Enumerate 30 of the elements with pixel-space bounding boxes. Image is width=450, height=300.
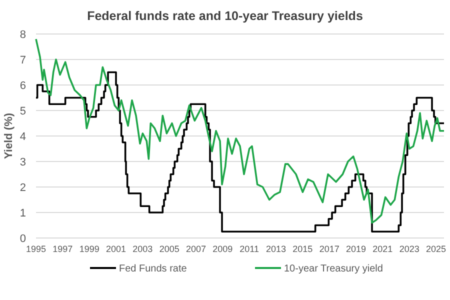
x-tick-label: 2025	[426, 244, 446, 254]
y-tick-label: 7	[20, 54, 26, 66]
x-tick-label: 2009	[212, 244, 233, 254]
x-tick-label: 2023	[399, 244, 420, 254]
x-tick-label: 2003	[132, 244, 153, 254]
y-tick-label: 0	[20, 232, 26, 245]
line-series	[35, 38, 445, 224]
x-tick-label: 1995	[26, 244, 46, 254]
y-tick-label: 2	[20, 182, 26, 194]
y-axis-title: Yield (%)	[3, 112, 15, 160]
x-tick-label: 2015	[292, 244, 313, 254]
x-tick-label: 2007	[186, 244, 206, 254]
x-tick-label: 2013	[266, 244, 286, 254]
x-tick-label: 1997	[52, 244, 73, 254]
y-tick-label: 5	[20, 105, 26, 118]
y-tick-label: 8	[20, 28, 26, 41]
y-tick-label: 6	[20, 80, 26, 92]
x-tick-label: 2019	[346, 244, 366, 254]
y-tick-label: 1	[20, 207, 26, 220]
x-tick-label: 1999	[79, 244, 100, 254]
chart-title: Federal funds rate and 10-year Treasury yields	[87, 9, 363, 23]
y-tick-label: 4	[20, 130, 26, 143]
legend-label: Fed Funds rate	[119, 264, 188, 274]
x-tick-label: 2021	[372, 244, 393, 254]
x-tick-label: 2001	[106, 244, 126, 254]
legend-label: 10-year Treasury yield	[284, 264, 383, 274]
y-tick-label: 3	[20, 156, 26, 168]
x-tick-label: 2011	[240, 244, 260, 254]
x-tick-label: 2017	[319, 244, 340, 254]
x-tick-label: 2005	[159, 244, 180, 254]
